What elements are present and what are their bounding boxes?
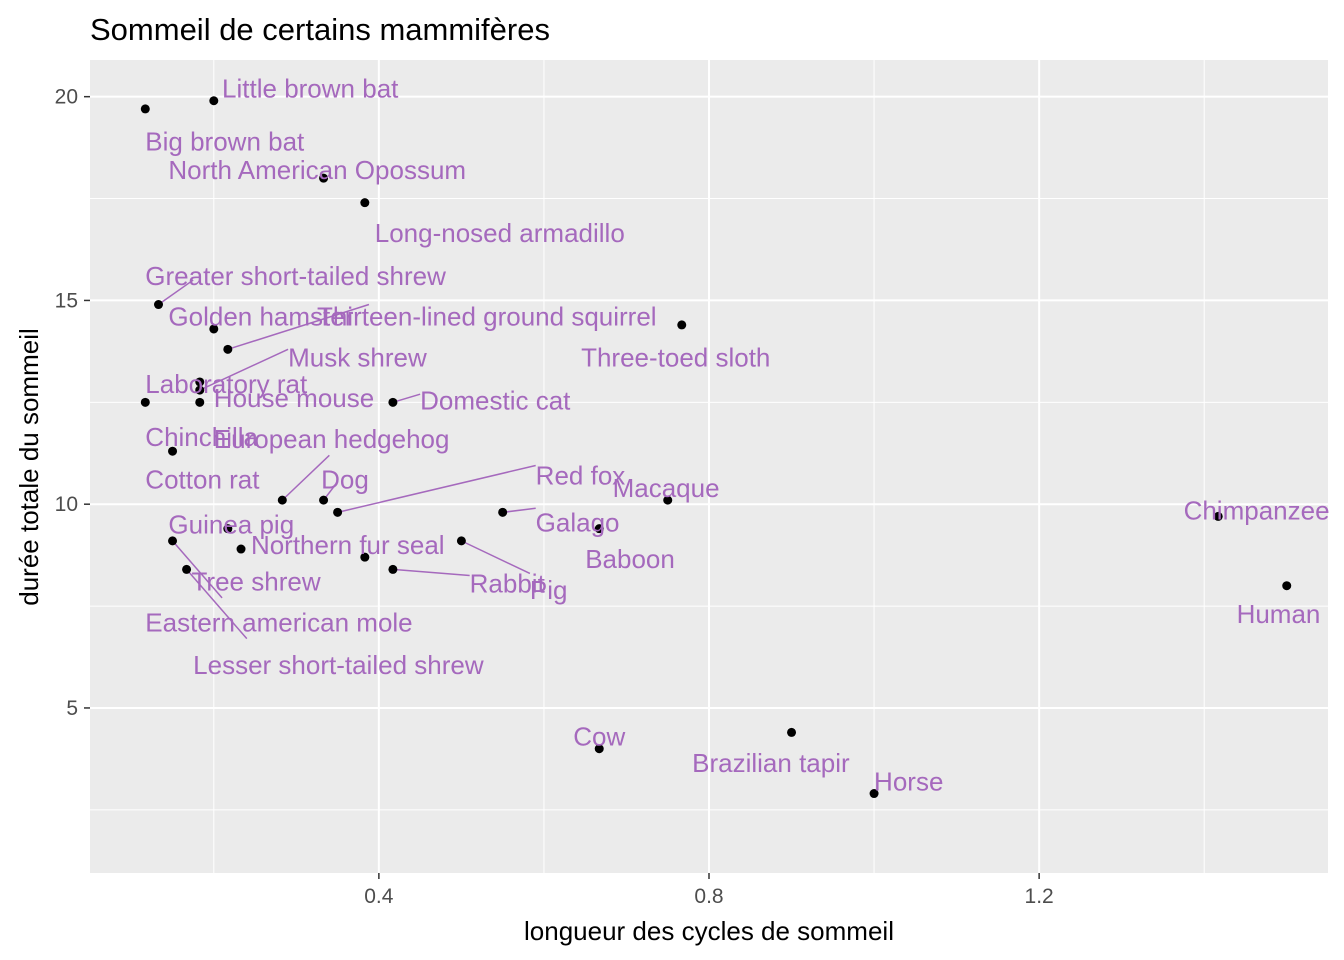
point-label: Tree shrew [192,567,321,597]
leader-line [461,540,531,575]
leader-line [502,507,536,514]
data-point [456,536,466,546]
point-label: Northern fur seal [251,530,445,560]
data-point [223,524,233,534]
point-label: Musk shrew [288,342,427,372]
data-point [594,744,604,754]
point-label: House mouse [214,383,374,413]
data-point [677,320,687,330]
data-point [388,397,398,407]
major-gridlines [90,60,1328,873]
y-axis-title: durée totale du sommeil [14,328,44,605]
data-point [195,397,205,407]
point-label: Chimpanzee [1184,495,1330,525]
leader-line [392,393,421,404]
leader-line [227,303,370,351]
point-label: Pig [530,575,568,605]
point-label: Galago [536,508,620,538]
point-label: European hedgehog [214,424,450,454]
x-axis: 0.4 0.8 1.2 [364,873,1054,908]
data-point [236,544,246,554]
x-tick-label: 0.8 [694,885,723,908]
point-label: Human [1237,599,1321,629]
data-point [1213,511,1223,521]
data-point [319,495,329,505]
x-axis-title: longueur des cycles de sommeil [524,916,894,946]
leader-line [171,540,223,599]
point-label: Laboratory rat [145,369,308,399]
point-label: Red fox [536,461,626,491]
point-label: Baboon [585,544,675,574]
x-tick-label: 0.4 [364,885,394,908]
leader-line [281,454,330,501]
chart-title: Sommeil de certains mammifères [90,12,550,47]
data-point [209,324,219,334]
y-tick-label: 15 [55,289,78,312]
point-label: Three-toed sloth [581,342,770,372]
data-point [333,507,343,517]
point-label: Thirteen-lined ground squirrel [317,302,657,332]
data-point [154,300,164,310]
y-tick-label: 10 [55,493,78,516]
point-labels: Big brown bat Little brown bat North Ameri… [145,74,1329,797]
point-label: North American Opossum [168,155,466,185]
leader-line [158,279,194,306]
data-point [168,446,178,456]
point-label: Brazilian tapir [692,748,850,778]
data-point [594,524,604,534]
point-label: Cotton rat [145,465,260,495]
point-label: Big brown bat [145,127,305,157]
point-label: Long-nosed armadillo [375,218,625,248]
data-point [209,96,219,106]
data-points [140,96,1292,799]
data-point [1282,581,1292,591]
data-point [195,377,205,387]
data-point [360,552,370,562]
y-tick-label: 20 [55,86,78,109]
y-axis: 5 10 15 20 [55,86,90,720]
leader-line [337,464,536,514]
leader-line [392,568,470,577]
point-label: Lesser short-tailed shrew [193,650,484,680]
label-leader-lines [158,279,536,640]
point-label: Guinea pig [168,510,294,540]
point-label: Dog [321,465,369,495]
point-label: Horse [874,766,943,796]
data-point [223,344,233,354]
data-point [277,495,287,505]
point-label: Macaque [613,473,720,503]
point-label: Eastern american mole [145,607,412,637]
data-point [360,198,370,208]
x-tick-label: 1.2 [1025,885,1054,908]
data-point [787,727,797,737]
data-point [663,495,673,505]
data-point [140,104,150,114]
data-point [388,564,398,574]
data-point [182,564,192,574]
data-point [195,385,205,395]
leader-line [185,568,248,640]
point-label: Cow [573,721,625,751]
data-point [168,536,178,546]
point-label: Chinchilla [145,422,258,452]
leader-line [199,348,289,391]
point-label: Little brown bat [222,74,399,104]
point-label: Greater short-tailed shrew [145,261,446,291]
data-point [869,789,879,799]
data-point [498,507,508,517]
y-tick-label: 5 [66,697,78,720]
point-label: Golden hamster [168,302,353,332]
point-label: Rabbit [470,569,546,599]
data-point [319,173,329,183]
point-label: Domestic cat [420,385,571,415]
data-point [140,397,150,407]
